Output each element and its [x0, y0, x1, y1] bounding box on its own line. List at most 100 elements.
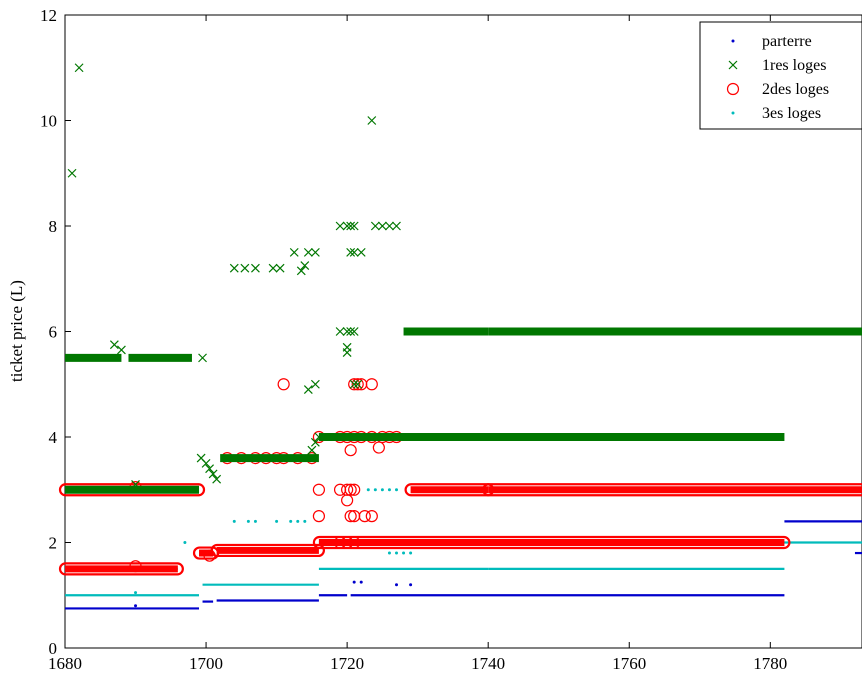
- series-2des-loges-point: [341, 494, 354, 507]
- series-1res-loges-point: [300, 261, 310, 270]
- series-1res-loges-point-stroke: [367, 116, 377, 125]
- series-3es-loges-point: [373, 488, 377, 492]
- series-1res-loges-point-stroke: [349, 247, 359, 257]
- series-1res-loges-point: [289, 247, 299, 257]
- series-1res-loges-point-stroke: [229, 263, 239, 273]
- series-1res-loges-point: [310, 437, 320, 447]
- series-1res-loges-point: [335, 221, 345, 231]
- series-1res-loges-point-stroke: [310, 379, 320, 389]
- series-1res-loges-point-stroke: [385, 221, 394, 231]
- series-1res-loges-point-stroke: [303, 247, 313, 257]
- series-1res-loges-point: [275, 263, 285, 273]
- series-1res-loges-point: [296, 266, 306, 276]
- series-3es-loges-point: [134, 591, 138, 595]
- series-1res-loges-point: [131, 480, 140, 489]
- series-1res-loges-point-stroke: [349, 379, 359, 389]
- series-1res-loges-point-stroke: [370, 221, 380, 231]
- series-1res-loges-point: [342, 221, 352, 231]
- series-2des-loges-point: [341, 536, 354, 549]
- series-2des-loges-point: [348, 378, 361, 391]
- y-tick-label: 6: [49, 323, 58, 342]
- series-2des-loges-point: [344, 444, 357, 457]
- series-1res-loges-point: [201, 458, 211, 468]
- series-parterre-point: [134, 604, 138, 608]
- legend-box: [699, 21, 862, 130]
- x-tick-label: 1740: [471, 654, 505, 673]
- series-1res-loges-point-stroke: [356, 247, 366, 257]
- y-tick-label: 0: [49, 639, 58, 658]
- series-1res-loges-point-stroke: [131, 480, 140, 489]
- series-2des-loges-point: [351, 378, 364, 391]
- series-1res-loges-point: [205, 464, 215, 474]
- series-parterre-point: [394, 583, 398, 587]
- series-1res-loges-point-stroke: [377, 221, 387, 231]
- series-1res-loges-point-stroke: [74, 63, 84, 73]
- x-tick-label: 1700: [189, 654, 223, 673]
- series-1res-loges-point-stroke: [208, 469, 218, 479]
- series-1res-loges-point-stroke: [349, 221, 359, 231]
- series-1res-loges-run: [318, 433, 785, 441]
- y-tick-label: 2: [49, 534, 58, 553]
- series-1res-loges-point-stroke: [205, 464, 215, 474]
- series-1res-loges-point-stroke: [268, 263, 278, 273]
- series-2des-loges-point: [129, 560, 142, 573]
- series-1res-loges-point-stroke: [310, 247, 320, 257]
- y-tick-label: 12: [40, 6, 57, 25]
- series-2des-loges-point: [203, 549, 216, 562]
- series-3es-loges-point: [366, 488, 370, 492]
- series-1res-loges-point-stroke: [314, 432, 324, 442]
- axis-ticks: 1680 1700 1720 1740 1760 1780 0 2 4 6 8 10 12: [40, 6, 787, 673]
- series-1res-loges-point-stroke: [196, 453, 206, 463]
- series-1res-loges-point: [310, 379, 320, 389]
- series-1res-loges-run: [65, 353, 122, 362]
- series-1res-loges-point-stroke: [310, 437, 320, 447]
- y-tick-label: 10: [40, 112, 57, 131]
- series-2des-loges-point: [312, 510, 326, 523]
- series-3es-loges-point: [289, 519, 293, 523]
- series-1res-loges-point: [109, 340, 119, 350]
- series-1res-loges-run: [65, 485, 200, 494]
- series-1res-loges-point-stroke: [300, 261, 310, 270]
- series-1res-loges-point-stroke: [109, 340, 119, 350]
- series-1res-loges-point: [303, 247, 313, 257]
- series-3es-loges-point: [402, 551, 406, 555]
- series-1res-loges-point: [349, 327, 359, 336]
- series-1res-loges-point-stroke: [335, 327, 345, 336]
- series-2des-loges-run: [58, 562, 184, 576]
- series-1res-loges-point-stroke: [212, 474, 222, 484]
- series-2des-loges-point: [344, 483, 357, 496]
- series-1res-loges-point: [367, 116, 377, 125]
- y-tick-label: 8: [49, 217, 58, 236]
- y-tick-label: 4: [49, 428, 58, 447]
- y-axis-title: ticket price (L): [7, 280, 26, 382]
- legend-label-parterre: parterre: [762, 33, 812, 50]
- series-2des-loges-point: [348, 483, 361, 496]
- series-1res-loges-point-stroke: [296, 266, 306, 276]
- legend-marker-3es-loges: [731, 111, 735, 115]
- series-1res-loges-point-stroke: [342, 348, 352, 358]
- series-3es-loges-point: [232, 519, 236, 523]
- series-1res-loges-point: [212, 474, 222, 484]
- series-2des-loges-point: [312, 483, 326, 496]
- series-1res-loges-point: [310, 247, 320, 257]
- series-1res-loges-point: [198, 353, 207, 363]
- series-2des-loges-point: [365, 510, 378, 523]
- series-1res-loges-point: [342, 327, 352, 336]
- series-1res-loges-point-stroke: [251, 263, 260, 273]
- series-1res-loges-point: [353, 379, 363, 389]
- series-2des-loges-point: [277, 378, 290, 391]
- series-1res-loges-point: [346, 221, 356, 231]
- series-2des-loges: [58, 378, 862, 576]
- series-parterre-point: [352, 580, 356, 584]
- series-3es-loges-point: [394, 488, 398, 492]
- series-1res-loges-point: [268, 263, 278, 273]
- series-1res-loges-point: [314, 432, 324, 442]
- series-3es-loges-point: [253, 519, 257, 523]
- series-1res-loges-point: [67, 168, 77, 178]
- series-1res-loges-point: [370, 221, 380, 231]
- series-2des-loges-run: [312, 535, 791, 550]
- series-2des-loges-run: [58, 483, 206, 497]
- series-1res-loges-point-stroke: [303, 385, 313, 394]
- series-1res-loges-point-stroke: [346, 221, 356, 231]
- x-tick-label: 1780: [753, 654, 787, 673]
